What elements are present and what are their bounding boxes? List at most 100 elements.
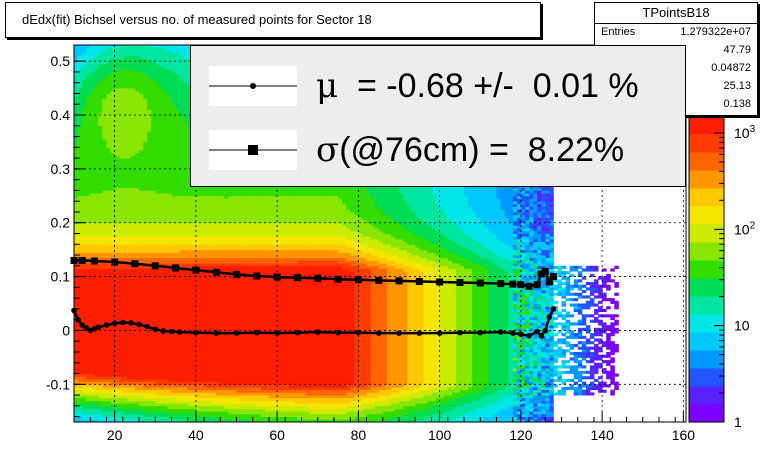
heatmap-cell xyxy=(82,413,87,417)
heatmap-cell xyxy=(147,292,152,296)
heatmap-cell xyxy=(86,193,91,197)
heatmap-cell xyxy=(183,265,189,269)
heatmap-cell xyxy=(147,268,152,272)
heatmap-cell xyxy=(147,109,152,113)
heatmap-cell xyxy=(90,152,95,156)
heatmap-cell xyxy=(102,362,107,366)
heatmap-cell xyxy=(114,403,120,407)
heatmap-cell xyxy=(78,335,83,339)
heatmap-cell xyxy=(208,230,213,234)
heatmap-cell xyxy=(143,217,148,221)
heatmap-cell xyxy=(155,152,160,156)
heatmap-cell xyxy=(167,133,172,137)
heatmap-cell xyxy=(163,90,168,94)
heatmap-cell xyxy=(122,335,128,339)
heatmap-cell xyxy=(187,284,193,288)
heatmap-cell xyxy=(147,144,152,148)
heatmap-cell xyxy=(167,403,172,407)
heatmap-cell xyxy=(82,306,87,310)
heatmap-cell xyxy=(106,303,111,307)
heatmap-cell xyxy=(106,214,111,218)
heatmap-cell xyxy=(74,230,79,234)
heatmap-cell xyxy=(175,405,181,409)
heatmap-cell xyxy=(90,335,95,339)
heatmap-cell xyxy=(86,292,91,296)
heatmap-cell xyxy=(94,58,99,62)
heatmap-cell xyxy=(171,236,176,240)
heatmap-cell xyxy=(216,190,221,194)
heatmap-cell xyxy=(143,117,148,121)
heatmap-cell xyxy=(134,147,140,151)
heatmap-cell xyxy=(110,201,116,205)
heatmap-cell xyxy=(98,228,103,232)
heatmap-cell xyxy=(114,212,120,216)
heatmap-cell xyxy=(102,365,107,369)
heatmap-cell xyxy=(78,233,83,237)
heatmap-cell xyxy=(114,98,120,102)
heatmap-cell xyxy=(151,403,156,407)
heatmap-cell xyxy=(191,365,197,369)
heatmap-cell xyxy=(102,306,107,310)
heatmap-cell xyxy=(147,257,152,261)
heatmap-cell xyxy=(86,352,91,356)
heatmap-cell xyxy=(102,179,107,183)
heatmap-cell xyxy=(110,233,116,237)
heatmap-cell xyxy=(94,174,99,178)
heatmap-cell xyxy=(126,338,132,342)
heatmap-cell xyxy=(74,268,79,272)
heatmap-cell xyxy=(199,395,205,399)
heatmap-cell xyxy=(147,230,152,234)
heatmap-cell xyxy=(175,66,181,70)
heatmap-cell xyxy=(183,365,189,369)
heatmap-cell xyxy=(126,160,132,164)
heatmap-cell xyxy=(183,201,189,205)
heatmap-cell xyxy=(110,395,116,399)
heatmap-cell xyxy=(118,387,124,391)
heatmap-cell xyxy=(74,241,79,245)
heatmap-cell xyxy=(199,260,205,264)
heatmap-cell xyxy=(139,88,144,92)
heatmap-cell xyxy=(167,247,172,251)
heatmap-cell xyxy=(106,257,111,261)
heatmap-cell xyxy=(126,362,132,366)
heatmap-cell xyxy=(106,333,111,337)
heatmap-cell xyxy=(130,182,136,186)
heatmap-cell xyxy=(118,228,124,232)
heatmap-cell xyxy=(191,257,197,261)
heatmap-cell xyxy=(147,389,152,393)
heatmap-cell xyxy=(86,247,91,251)
heatmap-cell xyxy=(78,252,83,256)
heatmap-cell xyxy=(216,222,221,226)
heatmap-cell xyxy=(122,273,128,277)
heatmap-cell xyxy=(139,330,144,334)
heatmap-cell xyxy=(155,228,160,232)
heatmap-cell xyxy=(167,45,172,49)
heatmap-cell xyxy=(195,381,201,385)
heatmap-cell xyxy=(118,71,124,75)
heatmap-cell xyxy=(204,413,209,417)
heatmap-cell xyxy=(183,300,189,304)
heatmap-cell xyxy=(171,241,176,245)
heatmap-cell xyxy=(98,287,103,291)
heatmap-cell xyxy=(183,260,189,264)
heatmap-cell xyxy=(175,217,181,221)
heatmap-cell xyxy=(159,403,164,407)
heatmap-cell xyxy=(114,333,120,337)
heatmap-cell xyxy=(122,98,128,102)
heatmap-cell xyxy=(183,362,189,366)
heatmap-cell xyxy=(159,123,164,127)
heatmap-cell xyxy=(212,325,217,329)
heatmap-cell xyxy=(106,314,111,318)
heatmap-cell xyxy=(74,203,79,207)
heatmap-cell xyxy=(90,123,95,127)
heatmap-cell xyxy=(78,53,83,57)
heatmap-cell xyxy=(82,201,87,205)
heatmap-cell xyxy=(139,125,144,129)
heatmap-cell xyxy=(179,368,185,372)
heatmap-cell xyxy=(183,152,189,156)
heatmap-cell xyxy=(187,217,193,221)
heatmap-cell xyxy=(110,330,116,334)
heatmap-cell xyxy=(171,115,176,119)
heatmap-cell xyxy=(106,50,111,54)
heatmap-cell xyxy=(118,163,124,167)
